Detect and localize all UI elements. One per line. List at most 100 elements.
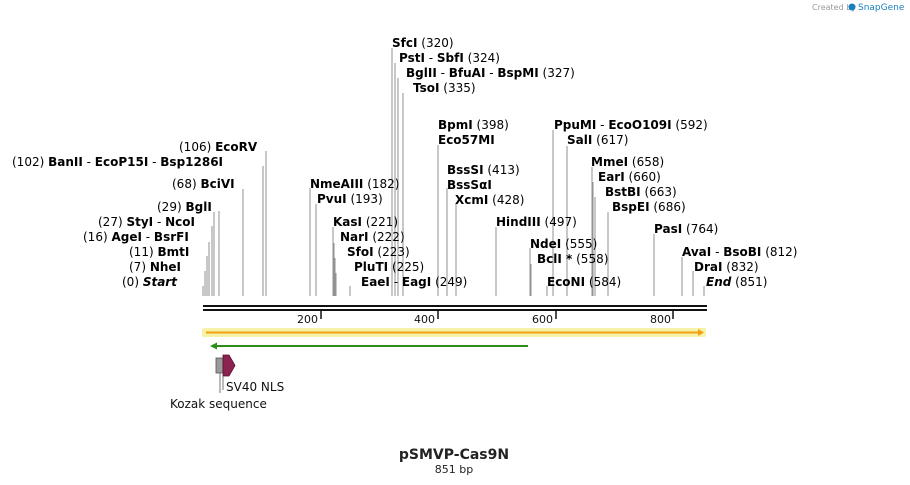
site-label-drai: DraI (832) — [694, 260, 759, 274]
separator: - — [142, 230, 154, 244]
site-label-econi: EcoNI (584) — [547, 275, 621, 289]
enzyme-name: BsrFI — [154, 230, 189, 244]
site-label-ndei: NdeI (555) — [530, 237, 597, 251]
enzyme-name: BglII — [406, 66, 437, 80]
site-position: (558) — [576, 252, 608, 266]
sv40-nls-arrow-icon — [222, 354, 236, 377]
site-position: (7) — [129, 260, 146, 274]
site-label-pluti: PluTI (225) — [354, 260, 424, 274]
site-position: (249) — [435, 275, 467, 289]
separator: - — [425, 51, 437, 65]
site-label-psti: PstI - SbfI (324) — [399, 51, 500, 65]
site-position: (225) — [392, 260, 424, 274]
site-label-mmei: MmeI (658) — [591, 155, 664, 169]
enzyme-name: NcoI — [165, 215, 195, 229]
enzyme-name: NarI — [340, 230, 369, 244]
site-label-sfoi: SfoI (223) — [347, 245, 410, 259]
separator: - — [83, 155, 95, 169]
scale-label-200: 200 — [297, 313, 318, 326]
enzyme-name: EagI — [402, 275, 431, 289]
backbone-line — [203, 305, 707, 307]
site-position: (193) — [350, 192, 382, 206]
separator: - — [711, 245, 723, 259]
enzyme-name: NmeAIII — [310, 177, 363, 191]
enzyme-name: EcoNI — [547, 275, 585, 289]
site-position: (68) — [172, 177, 197, 191]
credit-brand: SnapGene — [858, 3, 905, 13]
site-label-bmti: (11) BmtI — [129, 245, 189, 259]
site-label-bspei: BspEI (686) — [612, 200, 686, 214]
kozak-box — [215, 357, 224, 374]
site-position: (398) — [477, 118, 509, 132]
enzyme-name: BglI — [185, 200, 211, 214]
enzyme-name: StyI — [126, 215, 153, 229]
enzyme-name: BspEI — [612, 200, 650, 214]
enzyme-name: BspMI — [497, 66, 538, 80]
enzyme-name: XcmI — [455, 193, 488, 207]
site-label-eari: EarI (660) — [598, 170, 661, 184]
site-label-bpmi: BpmI (398) — [438, 118, 509, 132]
plasmid-title: pSMVP-Cas9N — [399, 447, 509, 463]
site-position: (324) — [468, 51, 500, 65]
enzyme-name: BssSI — [447, 163, 484, 177]
enzyme-name: PvuI — [317, 192, 347, 206]
site-label-pvui: PvuI (193) — [317, 192, 383, 206]
enzyme-name: BstBI — [605, 185, 641, 199]
enzyme-name: EarI — [598, 170, 625, 184]
enzyme-name: BciVI — [200, 177, 234, 191]
site-label-pasi: PasI (764) — [654, 222, 718, 236]
separator: - — [485, 66, 497, 80]
enzyme-name: SbfI — [437, 51, 464, 65]
site-position: (851) — [735, 275, 767, 289]
green-feature-arrow-icon — [210, 342, 217, 350]
site-position: (327) — [543, 66, 575, 80]
site-position: (335) — [443, 81, 475, 95]
scale-label-600: 600 — [532, 313, 553, 326]
site-label-eco57mi: Eco57MI — [438, 133, 495, 147]
enzyme-name: NdeI — [530, 237, 561, 251]
sv40-nls-label: SV40 NLS — [226, 380, 284, 394]
separator: - — [153, 215, 165, 229]
enzyme-name: EcoRV — [215, 140, 258, 154]
enzyme-name: MmeI — [591, 155, 628, 169]
site-label-kasi: KasI (221) — [333, 215, 398, 229]
kozak-sequence-label: Kozak sequence — [170, 397, 267, 411]
enzyme-name: TsoI — [413, 81, 439, 95]
site-label-eaei: EaeI - EagI (249) — [361, 275, 467, 289]
site-label-end: End (851) — [706, 275, 767, 289]
enzyme-name: EcoP15I — [95, 155, 149, 169]
enzyme-name: SfcI — [392, 36, 417, 50]
enzyme-name: AgeI — [111, 230, 141, 244]
site-label-ecorv: (106) EcoRV — [179, 140, 258, 154]
site-position: (11) — [129, 245, 154, 259]
scale-label-800: 800 — [650, 313, 671, 326]
site-position: (27) — [98, 215, 123, 229]
site-label-bsssi: BssSI (413) — [447, 163, 520, 177]
site-label-nhei: (7) NheI — [129, 260, 181, 274]
site-label-hindiii: HindIII (497) — [496, 215, 577, 229]
enzyme-name: DraI — [694, 260, 722, 274]
site-position: (223) — [377, 245, 409, 259]
site-label-avai: AvaI - BsoBI (812) — [682, 245, 797, 259]
site-position: (584) — [589, 275, 621, 289]
enzyme-name: PluTI — [354, 260, 388, 274]
site-position: (413) — [487, 163, 519, 177]
enzyme-name: HindIII — [496, 215, 541, 229]
enzyme-name: Start — [143, 275, 178, 289]
enzyme-name: PasI — [654, 222, 682, 236]
enzyme-name: PstI — [399, 51, 425, 65]
site-label-sali: SalI (617) — [567, 133, 628, 147]
orange-feature-arrow-icon — [698, 329, 704, 336]
enzyme-name: BpmI — [438, 118, 473, 132]
backbone-line-lower — [203, 309, 707, 311]
site-position: (555) — [565, 237, 597, 251]
site-label-bcli: BclI * (558) — [537, 252, 608, 266]
enzyme-name: SfoI — [347, 245, 374, 259]
site-position: (832) — [726, 260, 758, 274]
site-label-bglii: BglII - BfuAI - BspMI (327) — [406, 66, 575, 80]
scale-label-400: 400 — [414, 313, 435, 326]
site-label-bstbi: BstBI (663) — [605, 185, 677, 199]
site-label-nmeaiii: NmeAIII (182) — [310, 177, 399, 191]
site-position: (663) — [644, 185, 676, 199]
